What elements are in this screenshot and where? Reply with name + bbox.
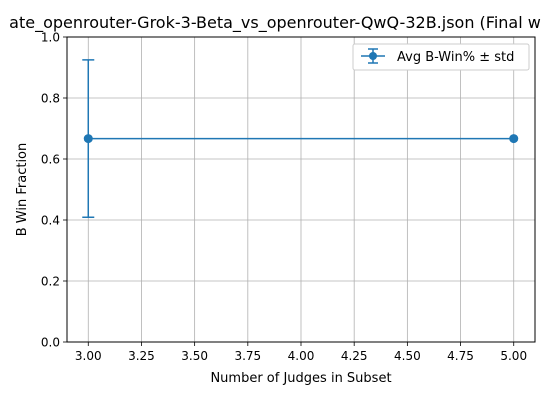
y-tick-label: 0.8 (41, 92, 60, 106)
x-tick-label: 4.25 (341, 349, 368, 363)
y-tick-label: 0.6 (41, 153, 60, 167)
chart-title: ate_openrouter-Grok-3-Beta_vs_openrouter… (9, 13, 541, 33)
x-tick-label: 5.00 (500, 349, 527, 363)
legend-label: Avg B-Win% ± std (397, 50, 514, 65)
y-tick-label: 0.2 (41, 275, 60, 289)
x-tick-label: 3.75 (234, 349, 261, 363)
x-tick-label: 3.25 (128, 349, 155, 363)
x-tick-label: 4.50 (394, 349, 421, 363)
x-tick-label: 3.50 (181, 349, 208, 363)
legend: Avg B-Win% ± std (352, 43, 530, 71)
legend-marker (369, 52, 377, 60)
x-tick-label: 4.75 (447, 349, 474, 363)
x-tick-label: 4.00 (288, 349, 315, 363)
data-point (509, 134, 519, 144)
y-axis-ticks: 0.0 0.2 0.4 0.6 0.8 1.0 (41, 31, 67, 350)
y-tick-label: 1.0 (41, 31, 60, 45)
x-axis-label: Number of Judges in Subset (210, 371, 391, 386)
x-axis-ticks: 3.00 3.25 3.50 3.75 4.00 4.25 4.50 4.75 5.00 (75, 342, 527, 363)
x-tick-label: 3.00 (75, 349, 102, 363)
plot-frame (66, 36, 536, 343)
y-tick-label: 0.0 (41, 336, 60, 350)
series-layer (82, 59, 519, 219)
legend-box (352, 43, 530, 71)
y-axis-label: B Win Fraction (15, 143, 30, 237)
y-tick-label: 0.4 (41, 214, 60, 228)
data-point (83, 134, 93, 144)
